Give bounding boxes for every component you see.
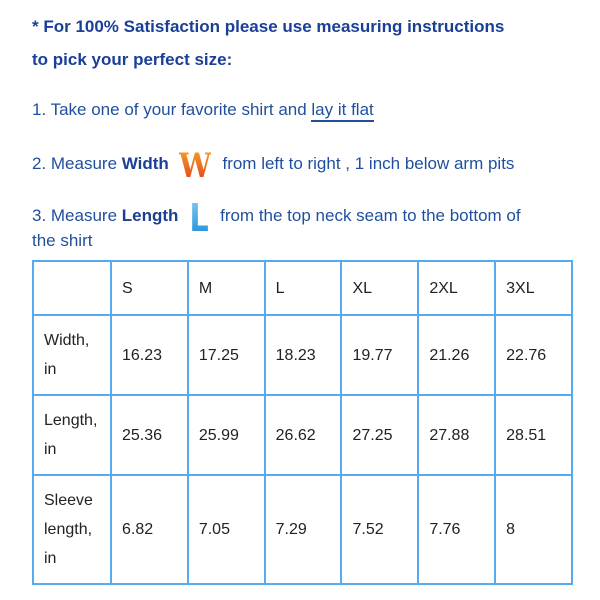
row-label-line: in: [44, 550, 57, 567]
size-table: S M L XL 2XL 3XL Width, in 16.23 17.25 18…: [32, 260, 573, 585]
step-1-text: 1. Take one of your favorite shirt and: [32, 100, 312, 119]
step-3-suffix: from the top neck seam to the bottom of: [215, 206, 521, 225]
step-2-suffix: from left to right , 1 inch below arm pi…: [217, 154, 515, 173]
step-2: 2. Measure Width W from left to right , …: [32, 149, 514, 183]
row-label-line: Sleeve: [44, 492, 93, 509]
table-cell: 27.88: [417, 394, 497, 476]
row-label-line: Length,: [44, 412, 98, 429]
table-cell: 27.25: [340, 394, 420, 476]
row-label-line: in: [44, 441, 57, 458]
table-cell: 18.23: [263, 314, 343, 396]
table-row: Width, in 16.23 17.25 18.23 19.77 21.26 2…: [32, 314, 573, 396]
table-cell: 16.23: [110, 314, 189, 396]
step-1: 1. Take one of your favorite shirt and l…: [32, 100, 374, 122]
intro-line-1: * For 100% Satisfaction please use measu…: [32, 17, 505, 36]
row-label: Sleeve length, in: [32, 474, 112, 585]
table-cell: 7.76: [417, 474, 497, 585]
table-row: Length, in 25.36 25.99 26.62 27.25 27.88 …: [32, 394, 573, 476]
table-row: Sleeve length, in 6.82 7.05 7.29 7.52 7.76…: [32, 474, 573, 585]
lay-it-flat-link[interactable]: lay it flat: [311, 100, 374, 122]
table-header-row: S M L XL 2XL 3XL: [32, 260, 573, 316]
header-cell: S: [110, 260, 189, 316]
table-cell: 25.36: [110, 394, 189, 476]
table-cell: 22.76: [494, 314, 573, 396]
row-label: Width, in: [32, 314, 112, 396]
intro-line-2: to pick your perfect size:: [32, 50, 233, 69]
header-cell: [32, 260, 112, 316]
row-label-line: Width,: [44, 332, 90, 349]
header-cell: 3XL: [494, 260, 573, 316]
table-cell: 17.25: [186, 314, 266, 396]
table-cell: 25.99: [186, 394, 266, 476]
step-3: 3. Measure Length L from the top neck se…: [32, 199, 521, 237]
table-cell: 28.51: [494, 394, 573, 476]
table-cell: 26.62: [263, 394, 343, 476]
step-3-continued: the shirt: [32, 231, 93, 250]
step-3-text: 3. Measure: [32, 206, 122, 225]
header-cell: L: [263, 260, 343, 316]
row-label-line: in: [44, 361, 57, 378]
table-cell: 7.52: [340, 474, 420, 585]
table-cell: 7.05: [186, 474, 266, 585]
step-2-text: 2. Measure: [32, 154, 122, 173]
table-cell: 8: [494, 474, 573, 585]
header-cell: M: [186, 260, 266, 316]
width-w-icon: W: [178, 146, 211, 186]
step-3-bold: Length: [121, 206, 179, 225]
header-cell: XL: [340, 260, 420, 316]
table-cell: 6.82: [110, 474, 189, 585]
row-label: Length, in: [32, 394, 112, 476]
header-cell: 2XL: [417, 260, 497, 316]
table-cell: 19.77: [340, 314, 420, 396]
step-2-bold: Width: [121, 154, 169, 173]
table-cell: 21.26: [417, 314, 497, 396]
row-label-line: length,: [44, 521, 93, 538]
length-l-icon: L: [189, 196, 209, 240]
table-cell: 7.29: [263, 474, 343, 585]
